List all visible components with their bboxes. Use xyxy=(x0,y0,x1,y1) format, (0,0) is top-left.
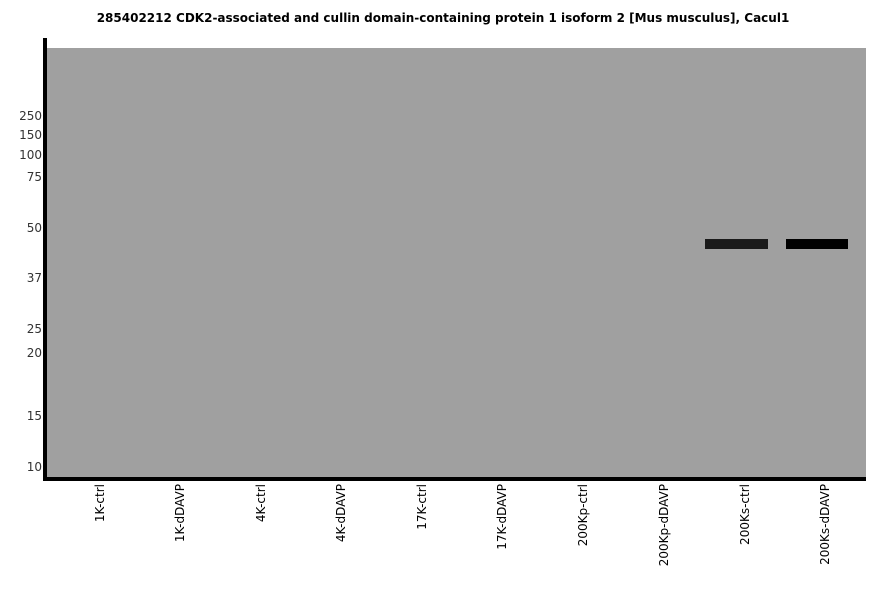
y-axis-tick-label: 150 xyxy=(19,128,42,142)
x-axis-tick-label-text: 200Ks-dDAVP xyxy=(818,484,832,565)
x-axis-tick-label-text: 17K-dDAVP xyxy=(495,484,509,550)
x-axis-tick-label-text: 200Ks-ctrl xyxy=(738,484,752,545)
x-axis-tick-label-200ks-ddavp: 200Ks-dDAVP xyxy=(818,484,832,594)
x-axis-tick-label-text: 4K-ctrl xyxy=(254,484,268,523)
y-axis-tick-label: 37 xyxy=(26,271,42,285)
x-axis-tick-label-text: 4K-dDAVP xyxy=(334,484,348,543)
y-axis-tick-label: 10 xyxy=(26,460,42,474)
x-axis-tick-label-17k-ctrl: 17K-ctrl xyxy=(415,484,429,594)
x-axis-line xyxy=(43,477,866,481)
y-axis-tick-label: 75 xyxy=(26,170,42,184)
y-axis-tick-label: 20 xyxy=(26,346,42,360)
x-axis-tick-label-1k-ctrl: 1K-ctrl xyxy=(93,484,107,594)
y-axis-tick-label: 25 xyxy=(26,322,42,336)
x-axis-tick-label-4k-ctrl: 4K-ctrl xyxy=(254,484,268,594)
x-axis-tick-label-text: 1K-ctrl xyxy=(93,484,107,523)
x-axis-tick-label-200kp-ddavp: 200Kp-dDAVP xyxy=(657,484,671,594)
x-axis-tick-label-text: 200Kp-ctrl xyxy=(576,484,590,547)
y-axis-tick-label: 250 xyxy=(19,109,42,123)
page-title: 285402212 CDK2-associated and cullin dom… xyxy=(96,11,790,25)
x-axis-tick-label-17k-ddavp: 17K-dDAVP xyxy=(495,484,509,594)
x-axis-tick-label-4k-ddavp: 4K-dDAVP xyxy=(334,484,348,594)
x-axis-tick-label-text: 17K-ctrl xyxy=(415,484,429,530)
x-axis-tick-label-text: 1K-dDAVP xyxy=(173,484,187,543)
x-axis-tick-label-200kp-ctrl: 200Kp-ctrl xyxy=(576,484,590,594)
protein-band-200ks-ddavp xyxy=(786,239,848,249)
x-axis-tick-label-1k-ddavp: 1K-dDAVP xyxy=(173,484,187,594)
y-axis-tick-label: 15 xyxy=(26,409,42,423)
y-axis-tick-label: 50 xyxy=(26,221,42,235)
x-axis-tick-label-200ks-ctrl: 200Ks-ctrl xyxy=(738,484,752,594)
y-axis-tick-label: 100 xyxy=(19,148,42,162)
protein-band-200ks-ctrl xyxy=(705,239,768,249)
y-axis-line xyxy=(43,38,47,481)
gel-plot-area xyxy=(47,48,866,478)
x-axis-tick-label-text: 200Kp-dDAVP xyxy=(657,484,671,567)
